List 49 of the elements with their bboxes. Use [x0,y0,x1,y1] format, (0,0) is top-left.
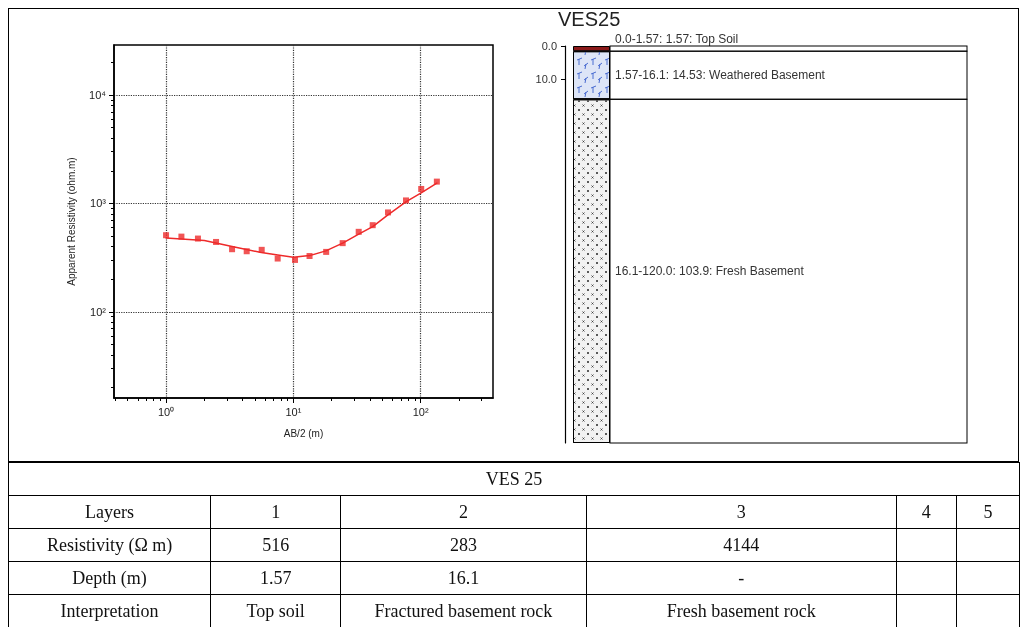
series-label: 0.0-1.57: 1.57: Top Soil [615,31,739,46]
point [339,240,346,247]
y-tick-label: 10.0 [535,73,557,86]
y-tick-label: 10² [90,305,107,318]
category-label: 4 [896,495,957,529]
y-tick-label: 10⁴ [89,89,107,102]
text: 283 [449,534,477,555]
text: VES 25 [8,462,1020,496]
category-label: Layers [8,495,211,529]
series-label: 1.57-16.1: 14.53: Weathered Basement [615,68,826,83]
point [403,197,409,204]
point [433,178,440,185]
point [163,232,170,239]
y-tick-label: 0.0 [541,40,557,52]
text: - [738,567,745,588]
text: 516 [262,534,290,555]
text: 4144 [723,534,760,555]
point [323,248,330,255]
text: Fresh basement rock [666,600,816,621]
category-label: 5 [956,495,1020,529]
point [385,209,392,216]
x-tick-label: 10² [412,405,429,418]
point [355,228,362,235]
chart-title: VES25 [558,8,621,30]
text: Top soil [246,600,305,621]
x-axis-title: AB/2 (m) [283,427,324,439]
point [194,235,201,242]
point [243,248,250,255]
point [292,256,298,263]
series-label: 16.1-120.0: 103.9: Fresh Basement [615,264,805,279]
point [369,222,376,229]
text: 1.57 [259,567,292,588]
point [306,253,313,260]
x-tick-label: 10¹ [285,405,302,418]
y-tick-label: 10³ [90,197,107,210]
x-tick-label: 10⁰ [157,405,175,418]
text: Fractured basement rock [374,600,553,621]
category-label: Depth (m) [72,567,147,588]
category-label: Resistivity (Ω m) [46,534,173,555]
category-label: 3 [586,495,897,529]
y-axis-title: Apparent Resistivity (ohm.m) [65,157,77,286]
category-label: 2 [340,495,587,529]
point [274,255,281,262]
text: 16.1 [447,567,480,588]
point [258,246,265,253]
category-label: Interpretation [60,600,159,621]
point [178,233,185,240]
point [418,185,425,192]
category-label: 1 [210,495,341,529]
